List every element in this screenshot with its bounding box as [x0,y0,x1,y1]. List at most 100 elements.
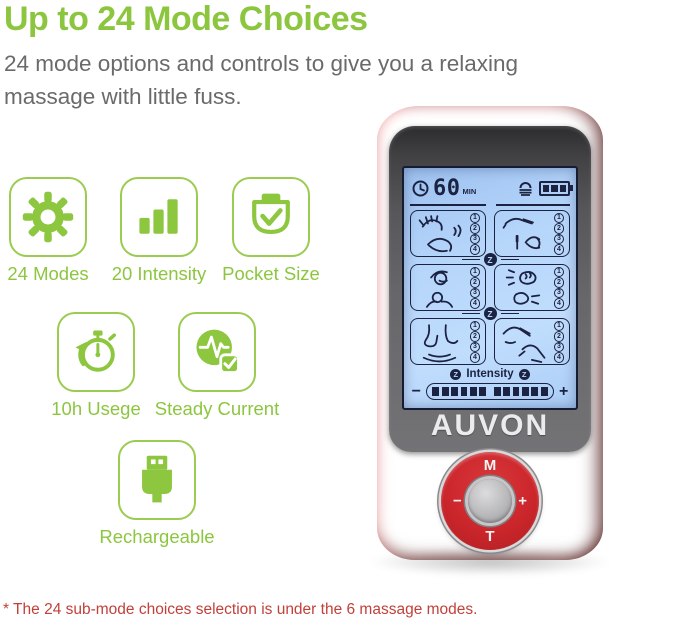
feature-20-intensity: 20 Intensity [112,177,206,284]
mode-option-3: 3 [553,233,565,244]
mode-separator: Z [404,307,576,320]
steady-current-icon [178,312,256,392]
mode-option-2: 2 [553,223,565,234]
mode-option-1: 1 [553,212,565,223]
page-title: Up to 24 Mode Choices [4,0,368,38]
gua-sha-pictogram [502,326,546,363]
intensity-segment [503,387,510,396]
intensity-segment [493,387,501,396]
status-bar: 60 MIN [412,175,573,201]
mode-button: M [483,457,497,474]
clock-icon [412,180,429,196]
gear-icon [9,177,87,257]
device-bezel: 60 MIN [389,126,591,452]
mode-option-1: 1 [553,266,565,277]
mode-separator: Z [404,253,576,266]
mode-option-2: 2 [469,223,481,234]
mode-option-4: 4 [553,298,565,309]
page-subtitle: 24 mode options and controls to give you… [4,51,519,110]
circled-z-icon: Z [450,368,462,380]
mode-option-2: 2 [553,277,565,288]
mode-option-3: 3 [553,341,565,352]
intensity-bars-icon [120,177,198,257]
intensity-segment [540,387,548,396]
intensity-segment [460,387,468,396]
intensity-segment [451,387,459,396]
intensity-meter [426,383,554,400]
mode-option-2: 2 [469,277,481,288]
mode-option-1: 1 [469,320,481,331]
mode-option-1: 1 [469,212,481,223]
mode-option-3: 3 [469,341,481,352]
circled-z-icon: Z [483,253,497,266]
battery-cell [551,184,558,192]
feature-label: 10h Usege [51,398,141,419]
mode-option-3: 3 [469,233,481,244]
feature-label: 24 Modes [7,263,89,284]
feature-label: Rechargeable [99,526,215,547]
hands-tapping-pictogram [418,214,462,252]
intensity-segment [531,387,539,396]
feature-rechargeable: Rechargeable [99,440,215,547]
feature-label: Steady Current [154,398,280,419]
stopwatch-icon [57,312,135,392]
feature-steady-current: Steady Current [155,312,279,419]
intensity-segment [479,387,487,396]
battery-cell [559,184,566,192]
intensity-label-row: Z Intensity Z [404,368,576,380]
shoulder-kneading-pictogram [426,270,453,308]
device-screen: 60 MIN [402,166,578,410]
pocket-check-icon [232,177,310,257]
acupuncture-pictogram [502,217,541,250]
circled-z-icon: Z [518,368,530,380]
timer-unit: MIN [462,187,477,196]
mode-option-1: 1 [469,266,481,277]
intensity-segment [512,387,520,396]
output-bell-icon [519,182,532,196]
mode-option-4: 4 [469,352,481,363]
fist-knocking-pictogram [505,268,541,305]
mode-option-4: 4 [469,244,481,255]
mode-option-1: 1 [553,320,565,331]
usb-plug-icon [118,440,196,520]
status-underline [410,204,486,206]
mode-option-3: 3 [469,287,481,298]
control-pad: M − + T [441,452,539,550]
mode-option-4: 4 [469,298,481,309]
device-shadow [368,548,612,576]
status-underline [496,204,570,206]
feature-10h-usage: 10h Usege [51,312,141,419]
feature-label: 20 Intensity [111,263,207,284]
mode-option-2: 2 [553,331,565,342]
circled-z-icon: Z [483,307,497,320]
intensity-minus: − [411,382,421,400]
intensity-plus: + [559,382,569,400]
battery-icon [539,180,573,196]
decrease-button: − [453,492,462,510]
battery-cell [543,184,550,192]
mode-option-2: 2 [469,331,481,342]
intensity-segment [441,387,449,396]
intensity-segment [432,387,440,396]
timer-button: T [485,528,495,545]
foot-massage-pictogram [422,323,459,362]
feature-pocket-size: Pocket Size [222,177,320,284]
intensity-segment [470,387,477,396]
mode-option-3: 3 [553,287,565,298]
brand-logo: AUVON [430,409,550,442]
feature-label: Pocket Size [222,263,320,284]
feature-24-modes: 24 Modes [7,177,89,284]
mode-option-4: 4 [553,352,565,363]
footnote: * The 24 sub-mode choices selection is u… [3,601,478,618]
